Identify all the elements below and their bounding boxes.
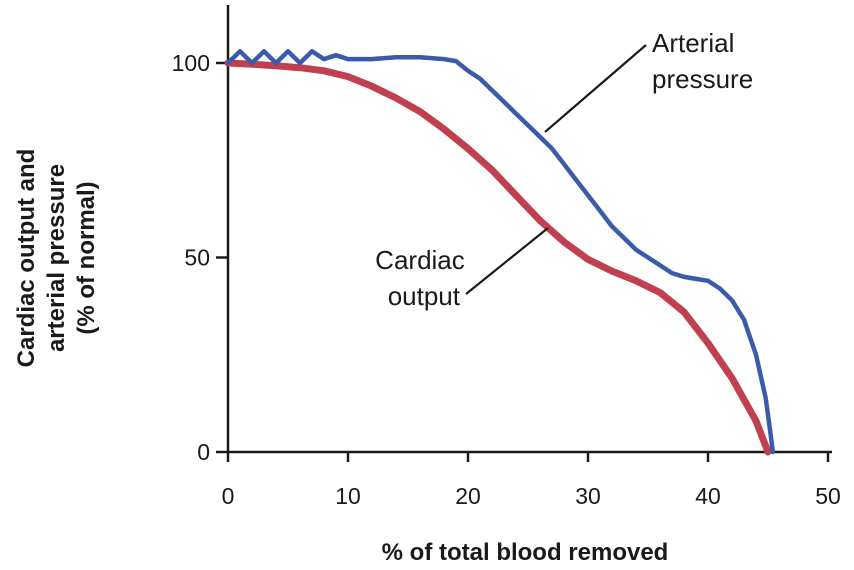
x-tick-label: 0 <box>222 483 235 509</box>
cardiac-output-label: Cardiac output <box>375 245 472 311</box>
y-tick-label: 50 <box>184 245 210 271</box>
y-axis-title: Cardiac output and arterial pressure (% … <box>13 149 100 368</box>
arterial-pressure-label: Arterial pressure <box>652 28 753 94</box>
x-ticks: 0 10 20 30 40 50 <box>222 452 841 509</box>
y-ticks: 0 50 100 <box>172 50 228 465</box>
arterial-pressure-label-line-2: pressure <box>652 64 753 94</box>
arterial-pressure-leader-line <box>544 44 647 133</box>
y-tick-label: 0 <box>197 439 210 465</box>
x-tick-label: 30 <box>575 483 601 509</box>
y-axis-title-line-2: arterial pressure <box>43 164 70 352</box>
x-tick-label: 10 <box>335 483 361 509</box>
cardiac-output-leader-line <box>465 227 549 295</box>
x-tick-label: 20 <box>455 483 481 509</box>
arterial-pressure-line <box>225 49 776 455</box>
cardiac-output-label-line-1: Cardiac <box>375 245 465 275</box>
x-axis-title: % of total blood removed <box>382 539 669 566</box>
y-axis-title-line-1: Cardiac output and <box>13 149 40 368</box>
cardiac-output-label-line-2: output <box>388 281 461 311</box>
series-layer <box>224 49 776 456</box>
arterial-pressure-label-line-1: Arterial <box>652 28 734 58</box>
y-tick-label: 100 <box>172 50 210 76</box>
axes <box>226 5 832 454</box>
x-tick-label: 50 <box>815 483 841 509</box>
x-tick-label: 40 <box>695 483 721 509</box>
y-axis-title-line-3: (% of normal) <box>73 181 100 334</box>
cardiac-output-line <box>224 59 772 456</box>
